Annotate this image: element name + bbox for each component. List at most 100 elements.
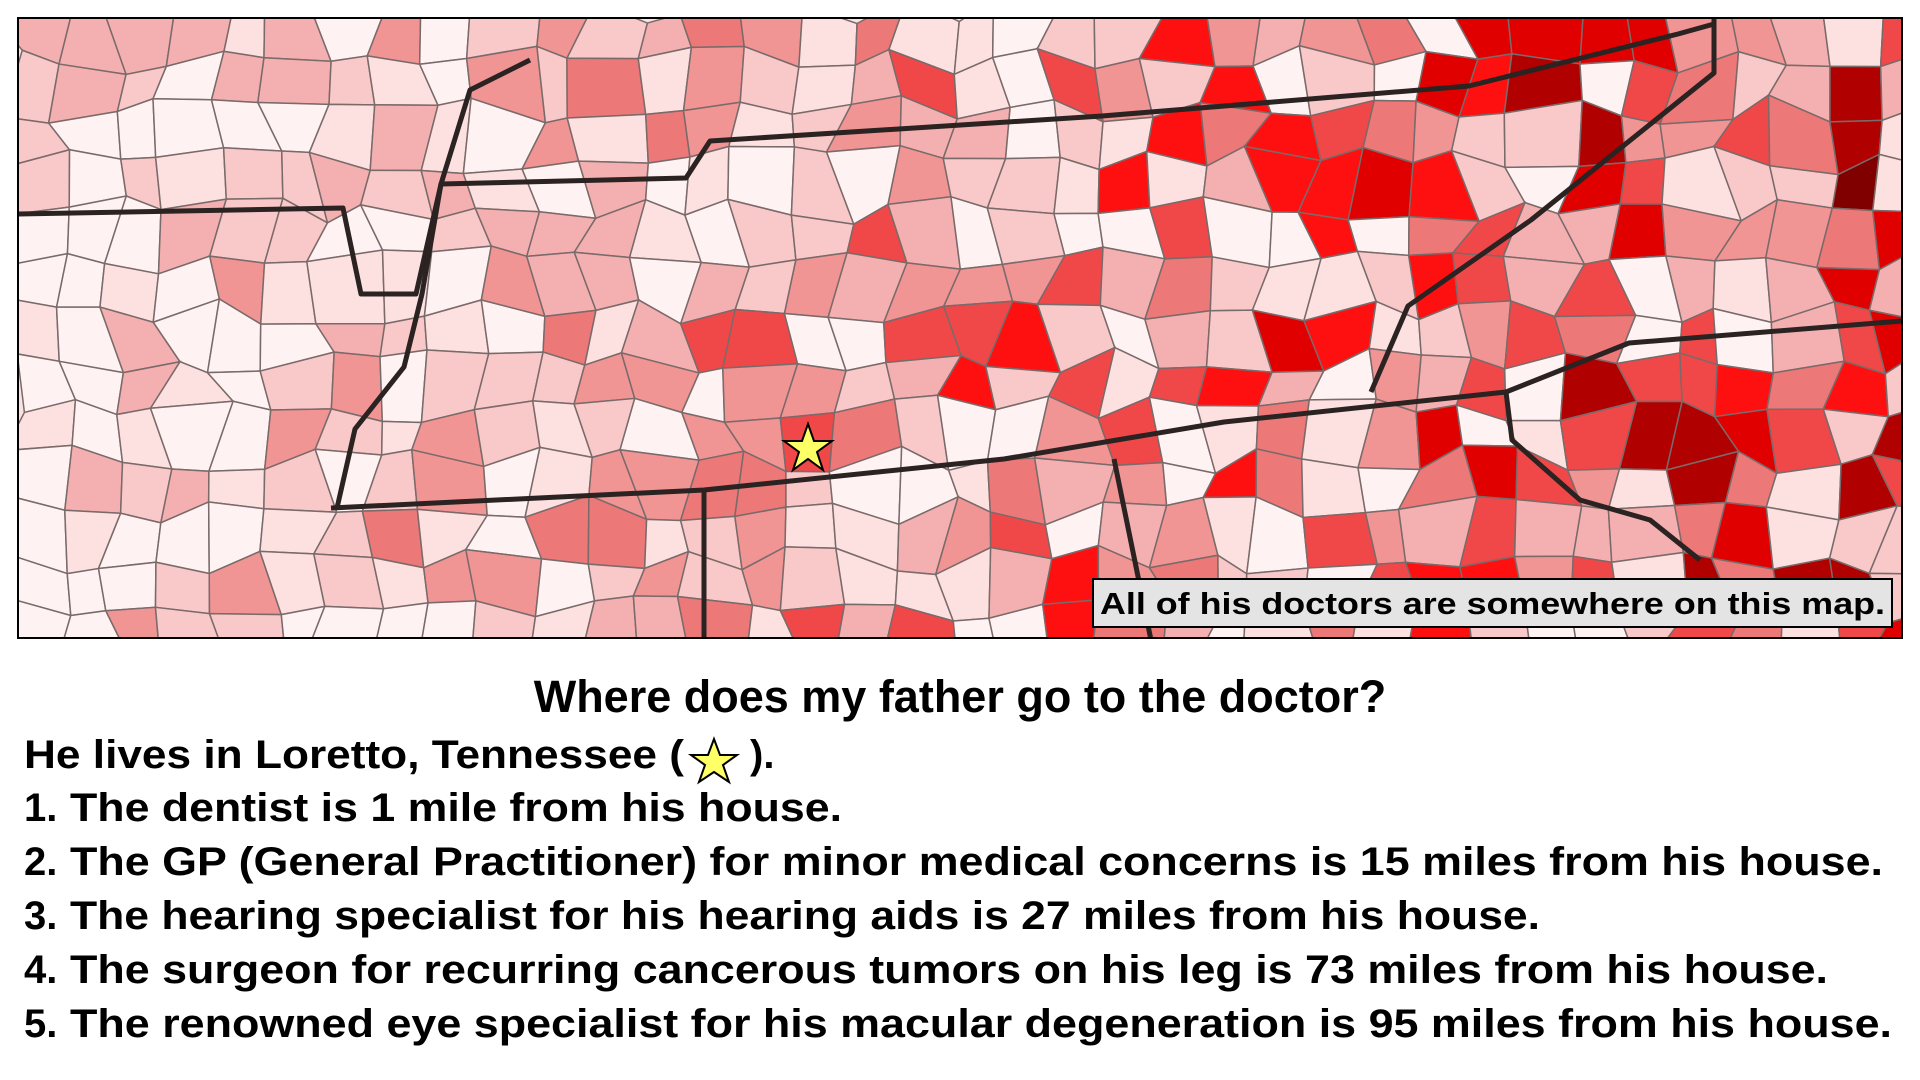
county [682, 45, 746, 112]
list-number: 3. [24, 894, 57, 938]
county [18, 599, 72, 638]
county [209, 654, 285, 696]
county [160, 656, 232, 696]
county [637, 46, 693, 116]
intro-text: He lives in Loretto, Tennessee ( [24, 733, 685, 777]
county [1300, 458, 1367, 519]
intro-star [687, 736, 741, 785]
county [1868, 505, 1902, 575]
county [1878, 618, 1902, 638]
county [18, 252, 69, 308]
county [104, 606, 159, 638]
county [1871, 153, 1902, 213]
county [105, 656, 173, 698]
county [1868, 309, 1902, 375]
county [1822, 18, 1884, 68]
intro-text: ). [750, 733, 774, 777]
county [154, 606, 220, 638]
county [1871, 209, 1902, 271]
map-label-box [1092, 578, 1893, 628]
county [1567, 660, 1636, 721]
county [376, 601, 429, 638]
county [1619, 157, 1666, 205]
county [566, 57, 647, 119]
doctor-list: 1. The dentist is 1 mile from his house. 2… [24, 786, 1892, 1046]
county [1406, 664, 1476, 721]
county [1875, 647, 1920, 716]
list-number: 5. [24, 1002, 57, 1046]
county [676, 595, 754, 638]
county [1302, 511, 1379, 569]
list-item: The GP (General Practitioner) for minor … [70, 840, 1883, 884]
county [208, 612, 285, 638]
list-number: 2. [24, 840, 57, 884]
state-border [334, 57, 532, 509]
list-item: The hearing specialist for his hearing a… [70, 894, 1540, 938]
list-item: The surgeon for recurring cancerous tumo… [70, 948, 1828, 992]
map-label: All of his doctors are somewhere on this… [1100, 586, 1885, 621]
county [1871, 411, 1902, 462]
list-item: The renowned eye specialist for his macu… [70, 1002, 1892, 1046]
state-border [1368, 18, 1717, 393]
county [305, 249, 386, 325]
county [1879, 58, 1902, 122]
state-border [1503, 391, 1702, 562]
county [566, 113, 650, 164]
county [280, 605, 326, 638]
county [1625, 649, 1667, 720]
county [63, 609, 121, 638]
county [1870, 453, 1902, 508]
state-border [18, 21, 1715, 297]
county [1713, 363, 1775, 418]
county [837, 603, 897, 638]
county [798, 18, 858, 68]
map-frame [17, 17, 1903, 639]
county [1041, 599, 1100, 638]
county [222, 147, 284, 200]
county [1884, 362, 1902, 418]
county [416, 660, 488, 725]
county [1725, 649, 1781, 725]
county [1513, 498, 1583, 558]
county [1868, 256, 1902, 318]
county [421, 600, 477, 638]
county [18, 148, 71, 215]
county [1470, 672, 1533, 710]
county [223, 18, 266, 59]
county [1523, 672, 1581, 710]
county [1004, 98, 1062, 160]
county [1879, 18, 1902, 68]
county [278, 651, 315, 700]
county [472, 599, 537, 638]
title: Where does my father go to the doctor? [534, 671, 1387, 722]
county [779, 546, 846, 612]
county [632, 595, 687, 638]
county [531, 599, 596, 638]
county [1780, 649, 1842, 718]
county [7, 646, 72, 724]
county [1347, 215, 1410, 257]
county [1451, 252, 1512, 305]
county [18, 444, 73, 512]
county [784, 502, 837, 550]
county [1837, 647, 1883, 718]
county [373, 655, 423, 720]
county [97, 561, 157, 612]
county [256, 56, 332, 106]
county [886, 603, 956, 638]
county [62, 646, 128, 724]
county [307, 651, 372, 708]
home-star [780, 420, 836, 473]
state-borders [18, 18, 1902, 638]
county [311, 605, 385, 638]
county [1878, 112, 1902, 161]
list-number: 1. [24, 786, 57, 830]
county [1607, 468, 1676, 511]
county [418, 18, 471, 66]
county [584, 595, 638, 638]
county [1659, 649, 1732, 725]
county [988, 603, 1048, 638]
county [747, 604, 794, 638]
